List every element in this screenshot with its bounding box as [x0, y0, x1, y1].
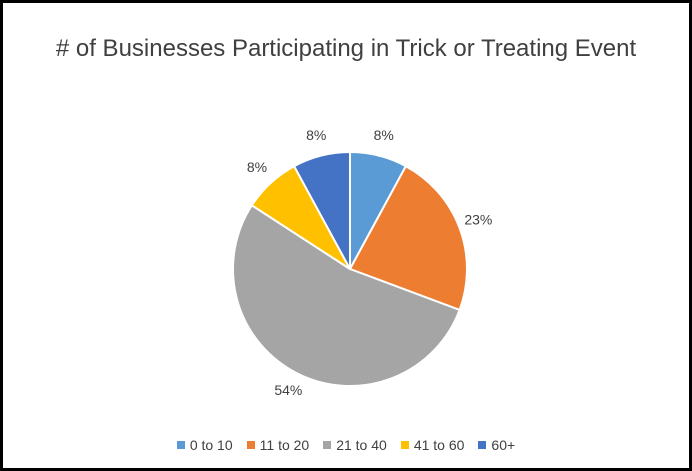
pie-slice [348, 164, 468, 312]
legend-label: 21 to 40 [336, 437, 387, 453]
legend-item: 41 to 60 [400, 437, 465, 453]
legend-item: 21 to 40 [323, 437, 387, 453]
legend-label: 11 to 20 [259, 437, 310, 453]
legend-swatch [323, 441, 332, 449]
pie-slice [232, 203, 461, 387]
data-label: 8% [247, 159, 267, 175]
data-label: 23% [464, 212, 492, 228]
chart-title: # of Businesses Participating in Trick o… [55, 35, 637, 62]
legend-label: 60+ [491, 437, 516, 453]
legend: 0 to 10 11 to 20 21 to 40 41 to 60 60+ [3, 437, 689, 453]
pie-slice [292, 150, 351, 270]
pie-area: 8% 23% 54% 8% 8% [232, 127, 492, 398]
legend-swatch [478, 441, 487, 449]
legend-item: 60+ [478, 437, 515, 453]
legend-label: 0 to 10 [189, 437, 233, 453]
legend-item: 0 to 10 [176, 437, 233, 453]
legend-swatch [176, 441, 185, 449]
legend-item: 11 to 20 [246, 437, 310, 453]
data-label: 8% [306, 127, 326, 143]
legend-label: 41 to 60 [413, 437, 465, 453]
legend-swatch [246, 441, 255, 449]
data-label: 54% [274, 382, 302, 398]
data-label: 8% [374, 127, 394, 143]
legend-swatch [400, 441, 409, 449]
